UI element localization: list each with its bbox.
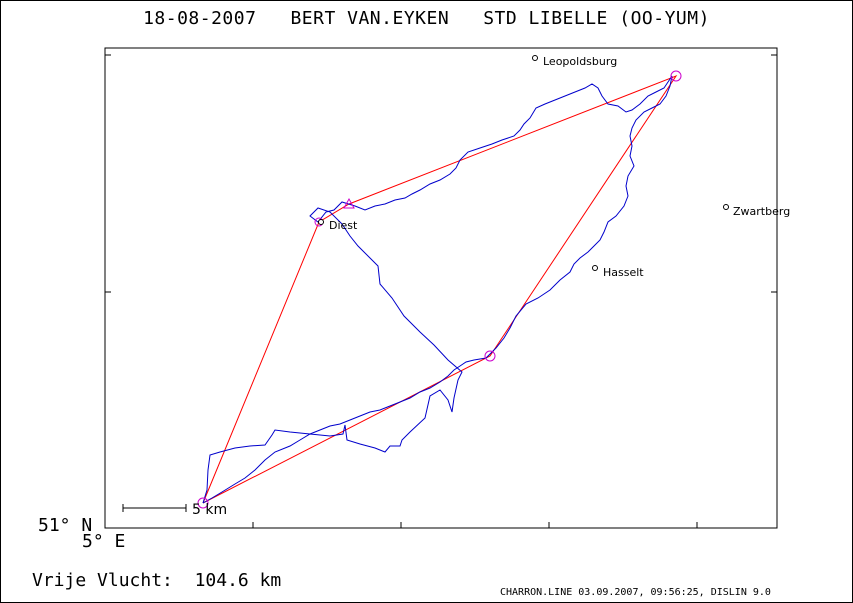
- longitude-label: 5° E: [82, 531, 126, 552]
- flight-date: 18-08-2007: [143, 8, 257, 29]
- glider-name: STD LIBELLE (OO-YUM): [483, 8, 710, 29]
- plot-border: [104, 47, 778, 529]
- town-label-leopoldsburg: Leopoldsburg: [543, 55, 617, 68]
- towns: Leopoldsburg Zwartberg Diest Hasselt: [318, 55, 790, 279]
- axis-ticks: [105, 54, 777, 528]
- town-label-diest: Diest: [329, 219, 358, 232]
- scale-bar-label: 5 km: [192, 502, 227, 518]
- free-flight-distance: Vrije Vlucht: 104.6 km: [32, 570, 281, 591]
- distance-label: Vrije Vlucht:: [32, 570, 173, 591]
- town-dot-diest: [318, 219, 324, 225]
- latitude-label: 51° N: [38, 515, 93, 536]
- town-label-hasselt: Hasselt: [603, 266, 644, 279]
- town-label-zwartberg: Zwartberg: [733, 205, 790, 218]
- town-dot-zwartberg: [723, 204, 729, 210]
- flight-title: 18-08-2007 BERT VAN.EYKEN STD LIBELLE (O…: [0, 8, 853, 29]
- town-dot-hasselt: [592, 265, 598, 271]
- start-marker: [197, 497, 209, 509]
- distance-value: 104.6 km: [194, 570, 282, 591]
- turnpoint-markers: [197, 70, 682, 509]
- town-dot-leopoldsburg: [532, 55, 538, 61]
- finish-marker: [484, 350, 496, 362]
- flight-track: [202, 75, 673, 504]
- task-line: [202, 74, 678, 504]
- turnpoint-marker-ne: [670, 70, 682, 82]
- pilot-name: BERT VAN.EYKEN: [290, 8, 450, 29]
- turnpoint-marker-triangle: [343, 197, 355, 209]
- scale-bar: 5 km: [122, 502, 227, 518]
- footer-info: CHARRON.LINE 03.09.2007, 09:56:25, DISLI…: [500, 587, 771, 598]
